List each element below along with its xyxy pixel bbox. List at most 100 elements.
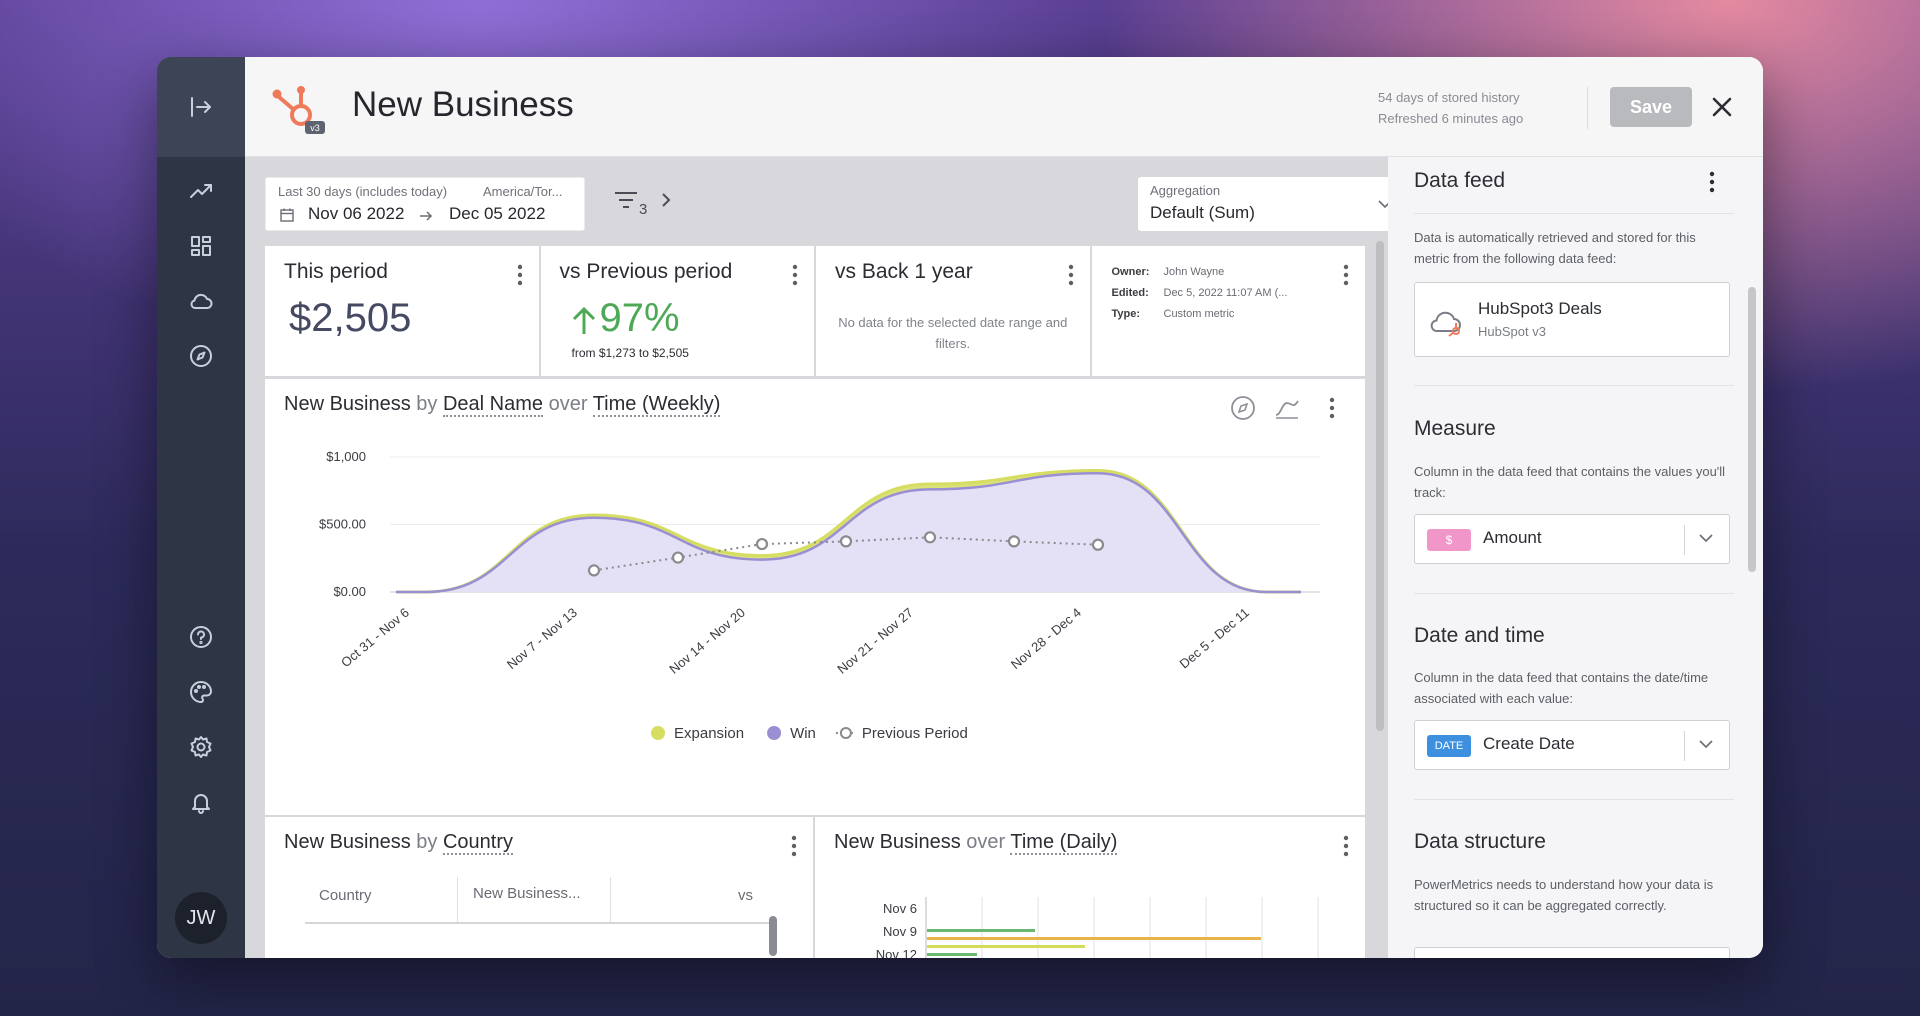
more-vertical-icon[interactable] — [517, 264, 523, 286]
data-feed-card[interactable]: HubSpot3 Deals HubSpot v3 — [1414, 282, 1730, 357]
country-column-header[interactable]: Country — [319, 887, 372, 904]
daily-bar-chart[interactable]: Nov 6 Nov 9 Nov 12 — [815, 897, 1365, 958]
daily-title-time[interactable]: Time (Daily) — [1010, 831, 1118, 855]
x-tick-label: Oct 31 - Nov 6 — [338, 605, 412, 670]
date-range-picker[interactable]: Last 30 days (includes today) America/To… — [265, 177, 585, 231]
collapse-nav-button[interactable] — [157, 57, 245, 157]
nav-trends[interactable] — [157, 163, 245, 218]
aggregation-select[interactable]: Aggregation Default (Sum) — [1138, 177, 1388, 231]
more-vertical-icon[interactable] — [791, 835, 797, 857]
vs-year-no-data: No data for the selected date range and … — [838, 315, 1068, 351]
value-column-header[interactable]: New Business... — [473, 885, 581, 902]
section-divider — [1414, 799, 1734, 800]
section-divider — [1414, 385, 1734, 386]
weekly-area-chart[interactable]: $1,000 $500.00 $0.00 Oct 31 - Nov 6 Nov 7 - … — [265, 427, 1365, 815]
owner-value: John Wayne — [1163, 266, 1225, 278]
nav-dashboards[interactable] — [157, 218, 245, 273]
more-vertical-icon[interactable] — [1068, 264, 1074, 286]
legend-swatch — [651, 726, 665, 740]
save-button[interactable]: Save — [1610, 87, 1692, 127]
chart-title-by: by — [416, 393, 438, 415]
chevron-down-icon — [1699, 740, 1713, 749]
previous-period-point — [1091, 538, 1105, 551]
vs-previous-value: 97% — [599, 296, 680, 340]
sidebar-scrollbar[interactable] — [1748, 287, 1756, 572]
section-divider — [1414, 213, 1734, 214]
country-panel-title: New Business by Country — [284, 831, 513, 855]
series-win-line — [396, 471, 1301, 594]
logo-badge: v3 — [310, 123, 320, 133]
measure-description: Column in the data feed that contains th… — [1414, 464, 1726, 500]
date-range-label: Last 30 days (includes today) — [278, 184, 448, 199]
column-divider — [610, 877, 611, 922]
nav-notifications[interactable] — [157, 774, 245, 829]
daily-row-label: Nov 6 — [883, 901, 917, 916]
chevron-down-icon — [1699, 534, 1713, 543]
kpi-cards: This period $2,505 vs Previous period 97… — [265, 246, 1365, 376]
user-avatar[interactable]: JW — [175, 892, 227, 944]
hubspot-logo-icon: v3 — [272, 86, 325, 134]
nav-settings[interactable] — [157, 719, 245, 774]
table-scrollbar[interactable] — [769, 916, 777, 956]
vs-column-header[interactable]: vs — [738, 887, 753, 904]
vs-previous-card[interactable]: vs Previous period 97% from $1,273 to $2… — [540, 246, 814, 376]
settings-sidebar: Data feed Data is automatically retrieve… — [1388, 157, 1763, 958]
edited-row: Edited: Dec 5, 2022 11:07 AM (... — [1112, 287, 1288, 299]
currency-tag: $ — [1427, 529, 1471, 551]
dashboard-icon — [191, 235, 211, 256]
filters-button[interactable]: 3 — [613, 187, 677, 221]
daily-bar[interactable] — [927, 953, 977, 956]
legend-label: Previous Period — [862, 725, 968, 742]
date-tag: DATE — [1427, 735, 1471, 757]
arrow-up-icon — [572, 306, 595, 334]
measure-select[interactable]: $ Amount — [1414, 514, 1730, 564]
chevron-down-icon — [1378, 200, 1388, 209]
chart-title-time[interactable]: Time (Weekly) — [592, 393, 721, 417]
more-vertical-icon[interactable] — [1329, 397, 1335, 419]
x-tick-label: Nov 28 - Dec 4 — [1008, 605, 1084, 672]
legend-swatch — [839, 727, 852, 739]
more-vertical-icon[interactable] — [792, 264, 798, 286]
nav-help[interactable] — [157, 609, 245, 664]
arrow-right-icon — [420, 211, 433, 221]
daily-bar[interactable] — [927, 937, 1261, 940]
compass-icon — [190, 344, 212, 367]
left-nav: JW — [157, 57, 245, 958]
palette-icon — [190, 680, 212, 703]
metric-editor-window: JW v3 New Business 54 days of stored his… — [157, 57, 1763, 958]
refreshed-text: Refreshed 6 minutes ago — [1378, 111, 1524, 126]
nav-explore[interactable] — [157, 328, 245, 383]
country-title-dimension[interactable]: Country — [442, 831, 513, 855]
more-vertical-icon[interactable] — [1343, 835, 1349, 857]
section-divider — [1414, 593, 1734, 594]
column-divider — [457, 877, 458, 922]
daily-bar[interactable] — [927, 945, 1085, 948]
previous-period-point — [1007, 535, 1021, 548]
date-column-select[interactable]: DATE Create Date — [1414, 720, 1730, 770]
data-structure-select[interactable] — [1414, 947, 1730, 958]
main-content: Last 30 days (includes today) America/To… — [245, 157, 1388, 958]
measure-heading: Measure — [1414, 417, 1496, 440]
close-icon[interactable] — [1708, 93, 1736, 121]
main-scrollbar[interactable] — [1376, 241, 1384, 731]
legend-label: Expansion — [674, 725, 744, 742]
daily-title-over: over — [966, 831, 1006, 853]
vs-year-card[interactable]: vs Back 1 year No data for the selected … — [816, 246, 1090, 376]
chart-title-dimension[interactable]: Deal Name — [442, 393, 544, 417]
owner-label: Owner: — [1111, 266, 1150, 278]
page-title[interactable]: New Business — [352, 85, 574, 124]
this-period-card[interactable]: This period $2,505 — [265, 246, 539, 376]
daily-bar[interactable] — [927, 929, 1035, 932]
data-feed-description: Data is automatically retrieved and stor… — [1414, 230, 1696, 266]
nav-data-feeds[interactable] — [157, 273, 245, 328]
chart-type-icon[interactable] — [1273, 395, 1301, 421]
vs-previous-title: vs Previous period — [559, 260, 733, 283]
more-vertical-icon[interactable] — [1343, 264, 1349, 286]
more-vertical-icon[interactable] — [1709, 171, 1715, 193]
edited-label: Edited: — [1111, 287, 1149, 299]
filter-count: 3 — [639, 201, 648, 218]
nav-theme[interactable] — [157, 664, 245, 719]
explore-compass-icon[interactable] — [1230, 395, 1256, 421]
timezone-label: America/Tor... — [483, 184, 563, 199]
legend-label: Win — [790, 725, 816, 742]
